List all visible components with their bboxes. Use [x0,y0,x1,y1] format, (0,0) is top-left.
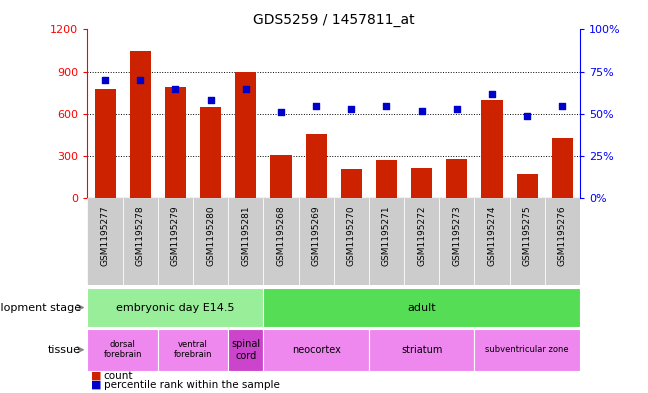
Text: GSM1195270: GSM1195270 [347,206,356,266]
Text: GSM1195281: GSM1195281 [241,206,250,266]
Text: adult: adult [408,303,436,312]
Bar [481,100,503,198]
FancyBboxPatch shape [263,288,580,327]
Text: GSM1195275: GSM1195275 [523,206,532,266]
FancyBboxPatch shape [369,198,404,285]
FancyBboxPatch shape [87,288,263,327]
Point [135,77,145,83]
Text: GSM1195277: GSM1195277 [100,206,110,266]
Title: GDS5259 / 1457811_at: GDS5259 / 1457811_at [253,13,415,27]
Bar [376,160,397,198]
Point [522,112,533,119]
Text: development stage: development stage [0,303,81,312]
Point [100,77,110,83]
Text: GSM1195280: GSM1195280 [206,206,215,266]
FancyBboxPatch shape [474,329,580,371]
FancyBboxPatch shape [263,329,369,371]
Text: ventral
forebrain: ventral forebrain [174,340,213,360]
Bar [446,159,467,198]
Text: striatum: striatum [401,345,443,355]
Text: GSM1195269: GSM1195269 [312,206,321,266]
FancyBboxPatch shape [158,198,193,285]
FancyBboxPatch shape [228,329,263,371]
Text: count: count [104,371,133,381]
Text: GSM1195279: GSM1195279 [171,206,180,266]
Text: GSM1195274: GSM1195274 [487,206,496,266]
FancyBboxPatch shape [404,198,439,285]
Point [346,106,356,112]
Bar [235,72,257,198]
FancyBboxPatch shape [299,198,334,285]
Bar [552,138,573,198]
FancyBboxPatch shape [87,198,122,285]
Text: spinal
cord: spinal cord [231,339,260,360]
Point [557,102,568,108]
Point [170,85,181,92]
FancyBboxPatch shape [228,198,263,285]
Text: GSM1195273: GSM1195273 [452,206,461,266]
Text: GSM1195271: GSM1195271 [382,206,391,266]
Text: ■: ■ [91,371,101,381]
Point [205,97,216,104]
FancyBboxPatch shape [509,198,545,285]
FancyBboxPatch shape [334,198,369,285]
Text: tissue: tissue [48,345,81,355]
FancyBboxPatch shape [158,329,228,371]
Text: GSM1195276: GSM1195276 [558,206,567,266]
Point [452,106,462,112]
Point [276,109,286,116]
FancyBboxPatch shape [545,198,580,285]
Text: dorsal
forebrain: dorsal forebrain [104,340,142,360]
FancyBboxPatch shape [122,198,158,285]
Point [487,90,497,97]
Bar [341,169,362,198]
Text: GSM1195268: GSM1195268 [277,206,286,266]
Text: embryonic day E14.5: embryonic day E14.5 [116,303,235,312]
Text: GSM1195272: GSM1195272 [417,206,426,266]
Bar [306,134,327,198]
Point [311,102,321,108]
Bar [130,51,151,198]
Bar [200,107,221,198]
FancyBboxPatch shape [193,198,228,285]
FancyBboxPatch shape [263,198,299,285]
Point [381,102,391,108]
Bar [516,174,538,198]
Text: ■: ■ [91,380,101,390]
FancyBboxPatch shape [474,198,509,285]
FancyBboxPatch shape [439,198,474,285]
Text: GSM1195278: GSM1195278 [135,206,145,266]
Bar [165,87,186,198]
Point [417,107,427,114]
Text: percentile rank within the sample: percentile rank within the sample [104,380,279,390]
FancyBboxPatch shape [369,329,474,371]
Bar [270,155,292,198]
FancyBboxPatch shape [87,329,158,371]
Bar [95,88,115,198]
Text: neocortex: neocortex [292,345,341,355]
Bar [411,168,432,198]
Text: subventricular zone: subventricular zone [485,345,569,354]
Point [240,85,251,92]
